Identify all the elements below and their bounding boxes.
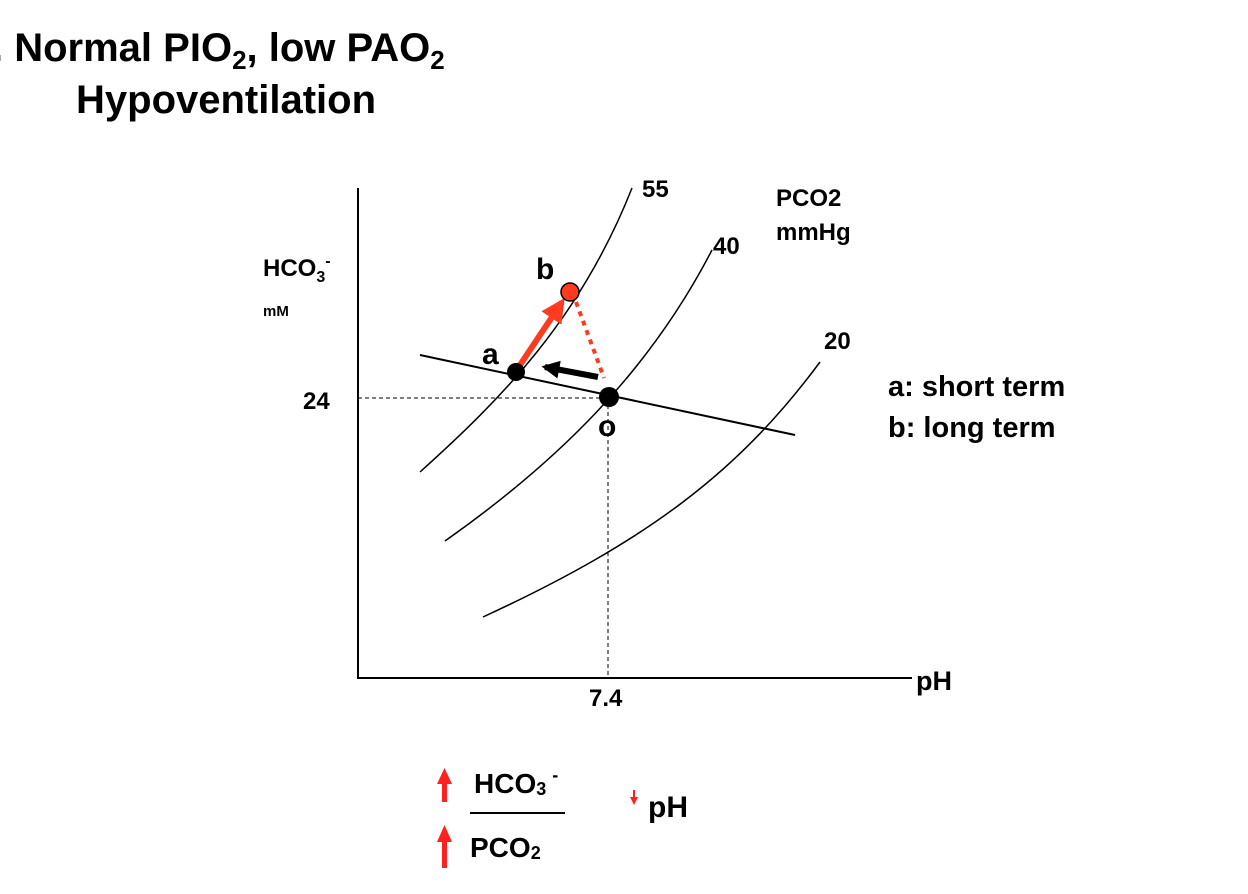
isobar-title: PCO2	[776, 185, 841, 212]
label-b: b	[536, 253, 554, 286]
y-axis-label-main: HCO	[263, 255, 316, 282]
long-term-arrow	[515, 298, 565, 370]
summary-denominator-sub: 2	[531, 843, 541, 863]
short-term-arrow	[541, 360, 599, 380]
y-tick-24: 24	[303, 388, 330, 415]
down-arrow-icon	[630, 790, 638, 805]
label-o: o	[598, 410, 616, 443]
summary-numerator-sub: 3	[536, 779, 546, 799]
summary-denominator-main: PCO	[470, 832, 531, 863]
compensation-dotted-line	[574, 301, 606, 379]
x-tick-7-4: 7.4	[589, 685, 623, 712]
title-part-2: , low PAO	[246, 26, 431, 70]
isobar-label-40: 40	[713, 233, 740, 260]
isobar-40	[444, 249, 713, 542]
summary-denominator: PCO2	[470, 832, 541, 863]
up-arrow-icon	[437, 825, 452, 868]
summary-result: pH	[648, 791, 688, 824]
isobar-label-20: 20	[824, 328, 851, 355]
title-subscript-1: 2	[232, 45, 247, 75]
y-axis-unit: mM	[263, 303, 289, 320]
label-a: a	[482, 338, 499, 371]
summary-numerator-sup: -	[552, 765, 558, 785]
title-part-1: . Normal PIO	[0, 26, 233, 70]
isobar-55	[419, 187, 633, 473]
point-o	[599, 387, 619, 407]
summary-numerator: HCO3-	[474, 765, 558, 799]
title-subscript-2: 2	[430, 45, 445, 75]
isobar-20	[482, 361, 821, 618]
y-axis-label-sub: 3	[316, 269, 325, 286]
point-a	[507, 363, 525, 381]
title-line-2: Hypoventilation	[76, 78, 377, 122]
point-b	[560, 282, 580, 302]
isobar-label-55: 55	[642, 176, 669, 203]
up-arrow-icon	[437, 768, 452, 802]
y-axis-label-sup: -	[325, 253, 330, 270]
summary-numerator-main: HCO	[474, 768, 536, 799]
legend-b: b: long term	[888, 412, 1056, 444]
y-axis-label: HCO3-	[263, 253, 331, 286]
legend-a: a: short term	[888, 371, 1065, 403]
isobar-unit: mmHg	[776, 219, 851, 246]
title-line-1: . Normal PIO2, low PAO2	[0, 28, 445, 73]
x-axis-label: pH	[916, 666, 952, 696]
